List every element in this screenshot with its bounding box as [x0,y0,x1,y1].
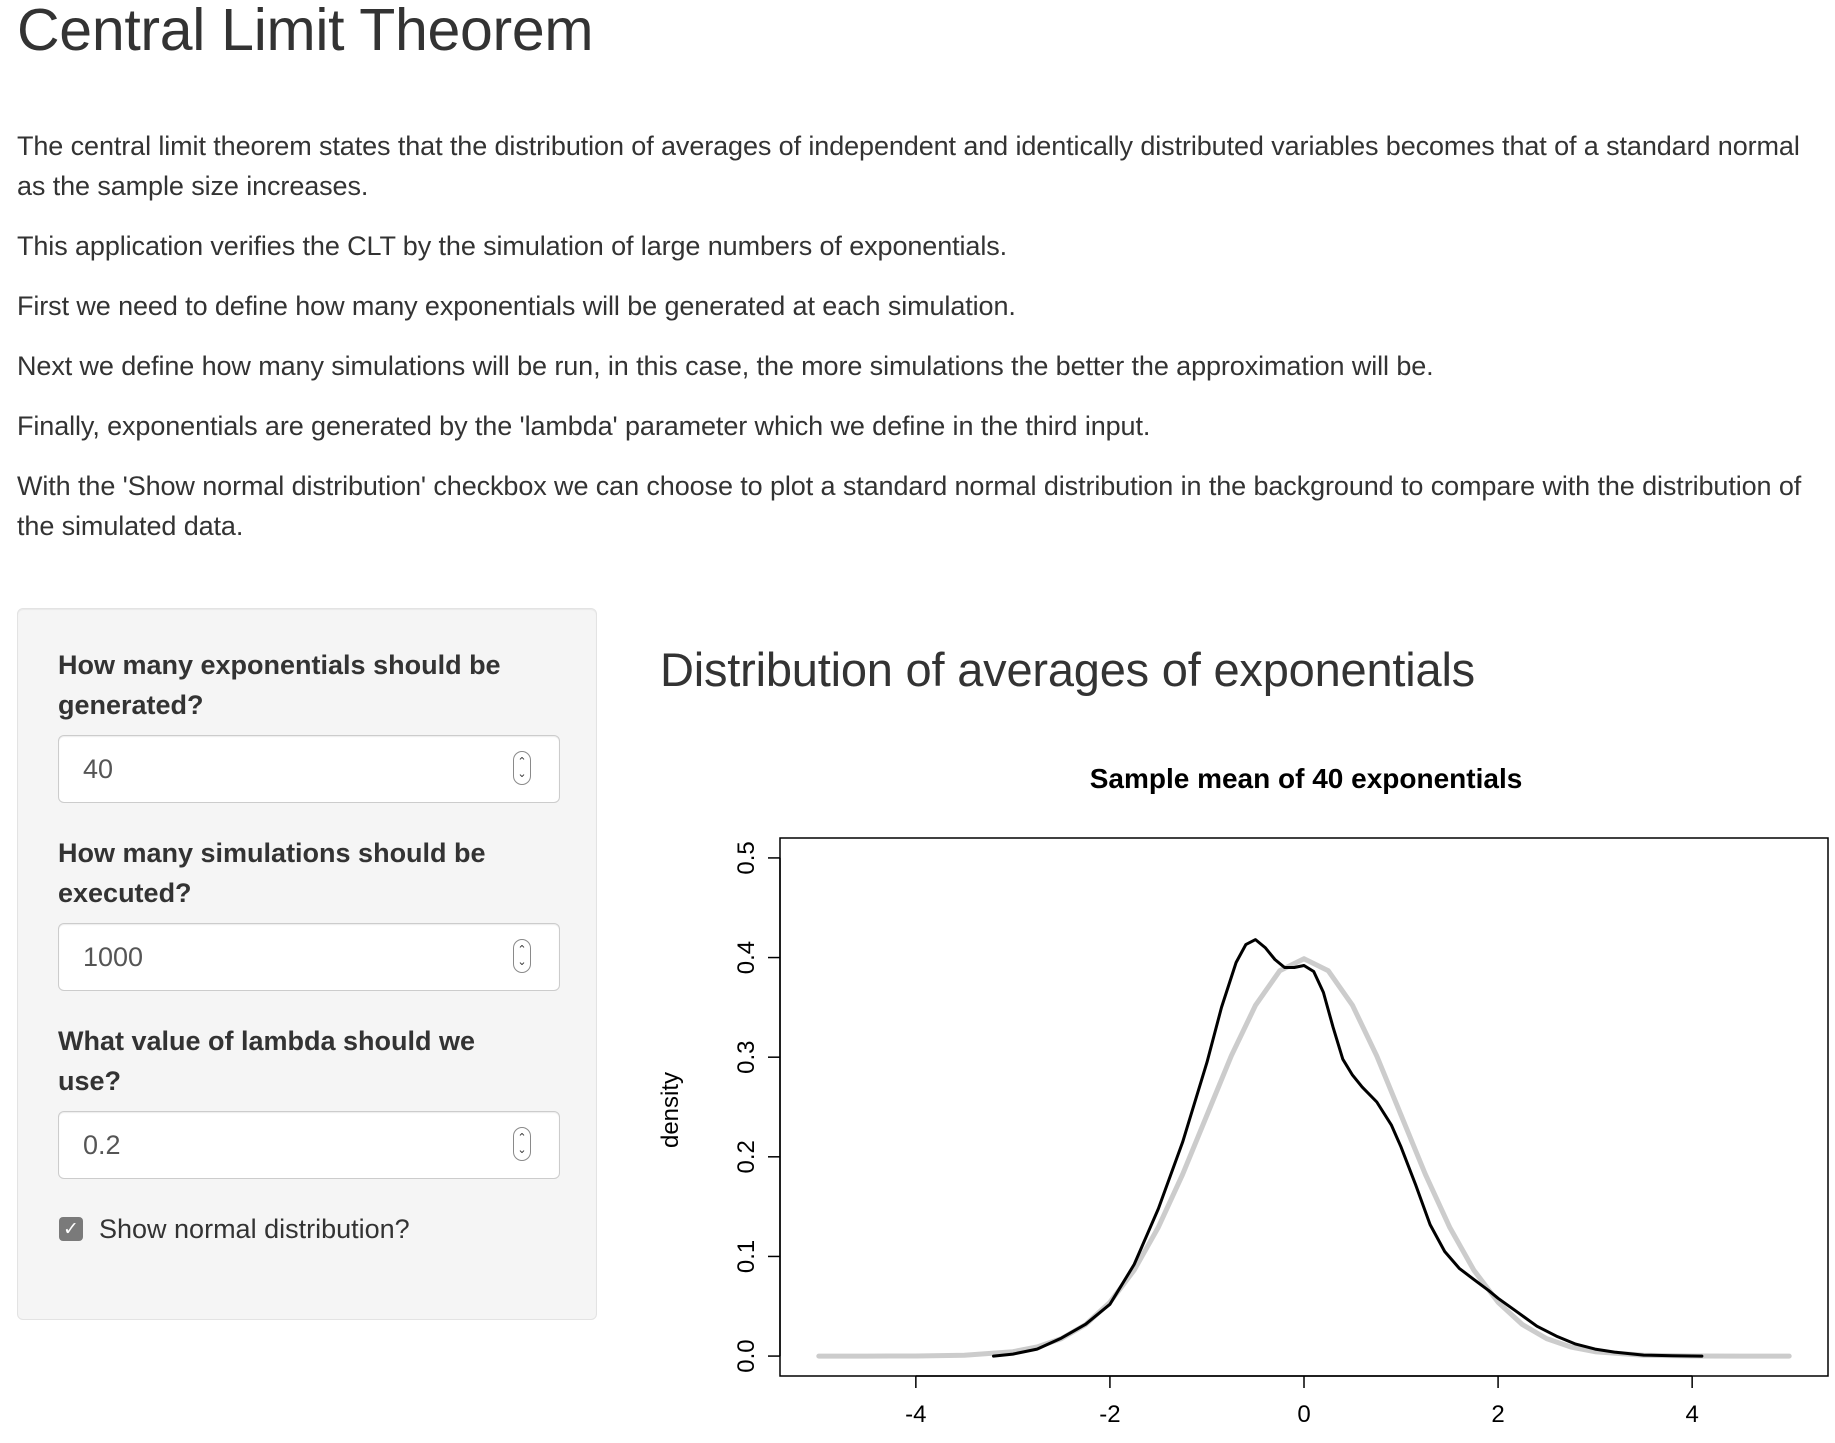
y-tick-label: 0.0 [733,1339,760,1372]
axes: -4 -2 0 2 4 0.0 0.1 0.2 0.3 0.4 0.5 [733,841,1699,1428]
n-sim-label: How many simulations should be executed? [58,838,486,908]
intro-text: The central limit theorem states that th… [17,126,1827,546]
x-tick-label: 0 [1297,1401,1310,1428]
chevron-down-icon[interactable]: ⌄ [517,1143,527,1156]
x-tick-label: -4 [905,1401,926,1428]
lambda-input-box[interactable]: ⌃ ⌄ [58,1111,560,1179]
y-tick-label: 0.2 [733,1140,760,1173]
chart-title: Sample mean of 40 exponentials [1090,763,1523,794]
chevron-up-icon[interactable]: ⌃ [517,755,527,768]
x-tick-label: -2 [1099,1401,1120,1428]
chevron-down-icon[interactable]: ⌄ [517,767,527,780]
sidebar-panel: How many exponentials should be generate… [17,608,597,1320]
n-exp-input-box[interactable]: ⌃ ⌄ [58,735,560,803]
y-tick-label: 0.1 [733,1240,760,1273]
lambda-input[interactable] [83,1112,483,1178]
plot-frame [779,837,1829,1377]
intro-paragraph: Next we define how many simulations will… [17,351,1434,381]
y-tick-label: 0.5 [733,841,760,874]
main-panel: Distribution of averages of exponentials [660,640,1830,700]
checkmark-icon: ✓ [63,1218,79,1240]
n-sim-input-box[interactable]: ⌃ ⌄ [58,923,560,991]
n-sim-input[interactable] [83,924,483,990]
x-tick-label: 4 [1685,1401,1698,1428]
intro-paragraph: Finally, exponentials are generated by t… [17,411,1151,441]
n-exp-label: How many exponentials should be generate… [58,650,501,720]
n-sim-stepper[interactable]: ⌃ ⌄ [513,939,531,973]
y-tick-label: 0.4 [733,941,760,974]
x-tick-label: 2 [1491,1401,1504,1428]
show-normal-row[interactable]: ✓ Show normal distribution? [58,1209,556,1249]
lambda-stepper[interactable]: ⌃ ⌄ [513,1127,531,1161]
normal-density-line [816,956,1792,1359]
density-plot: Sample mean of 40 exponentials density -… [640,740,1835,1438]
intro-paragraph: First we need to define how many exponen… [17,291,1016,321]
intro-paragraph: This application verifies the CLT by the… [17,231,1008,261]
intro-paragraph: With the 'Show normal distribution' chec… [17,471,1802,541]
series-group [816,938,1792,1359]
sample-density-line [992,938,1704,1358]
show-normal-checkbox[interactable]: ✓ [59,1217,83,1241]
chevron-down-icon[interactable]: ⌄ [517,955,527,968]
density-plot-svg: Sample mean of 40 exponentials density -… [657,763,1829,1428]
chevron-up-icon[interactable]: ⌃ [517,1131,527,1144]
n-exp-stepper[interactable]: ⌃ ⌄ [513,751,531,785]
plot-heading: Distribution of averages of exponentials [660,643,1475,696]
lambda-label: What value of lambda should we use? [58,1026,476,1096]
y-tick-label: 0.3 [733,1040,760,1073]
chevron-up-icon[interactable]: ⌃ [517,943,527,956]
page: Central Limit Theorem The central limit … [17,0,1827,566]
n-exp-input[interactable] [83,736,483,802]
page-title: Central Limit Theorem [17,0,594,63]
intro-paragraph: The central limit theorem states that th… [17,131,1800,201]
y-axis-label: density [657,1072,684,1148]
show-normal-label[interactable]: Show normal distribution? [99,1214,410,1244]
